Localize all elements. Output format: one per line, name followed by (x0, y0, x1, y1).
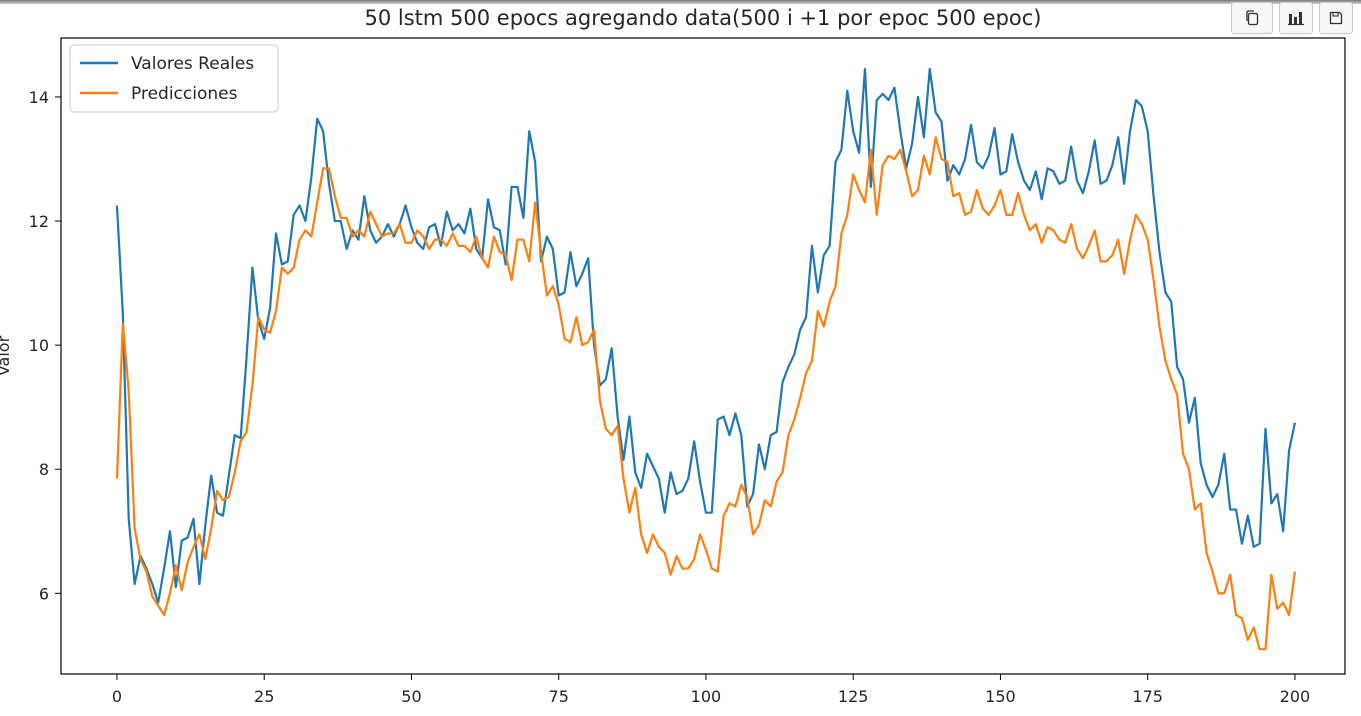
copy-button[interactable] (1231, 2, 1273, 34)
save-icon (1329, 11, 1343, 25)
chart-view-button[interactable] (1279, 2, 1313, 34)
y-tick-label: 8 (39, 460, 49, 479)
copy-icon (1246, 10, 1259, 26)
y-tick-label: 12 (29, 212, 49, 231)
legend-label-pred: Predicciones (131, 84, 238, 104)
y-axis-label: Valor (0, 335, 13, 376)
x-tick-label: 75 (549, 687, 569, 706)
bar-chart-icon (1288, 12, 1304, 26)
save-button[interactable] (1319, 2, 1353, 34)
x-tick-label: 25 (254, 687, 274, 706)
series-line-predicciones (115, 136, 1297, 651)
x-tick-label: 150 (985, 687, 1016, 706)
y-tick-label: 6 (39, 584, 49, 603)
plot-area (61, 38, 1345, 674)
x-tick-label: 50 (401, 687, 421, 706)
x-tick-label: 125 (838, 687, 869, 706)
legend-label-real: Valores Reales (131, 54, 254, 74)
plot-frame (60, 37, 1346, 675)
x-tick-label: 175 (1132, 687, 1163, 706)
x-tick-label: 100 (691, 687, 722, 706)
chart-title: 50 lstm 500 epocs agregando data(500 i +… (364, 6, 1041, 30)
window-top-border (0, 0, 1361, 4)
series-line-valores-reales (115, 67, 1297, 604)
y-tick-label: 10 (29, 336, 49, 355)
x-tick-label: 0 (112, 687, 122, 706)
figure-toolbar (1231, 2, 1361, 34)
legend: Valores Reales Predicciones (69, 44, 279, 113)
x-tick-label: 200 (1280, 687, 1311, 706)
y-tick-label: 14 (29, 88, 49, 107)
legend-frame (69, 44, 279, 113)
